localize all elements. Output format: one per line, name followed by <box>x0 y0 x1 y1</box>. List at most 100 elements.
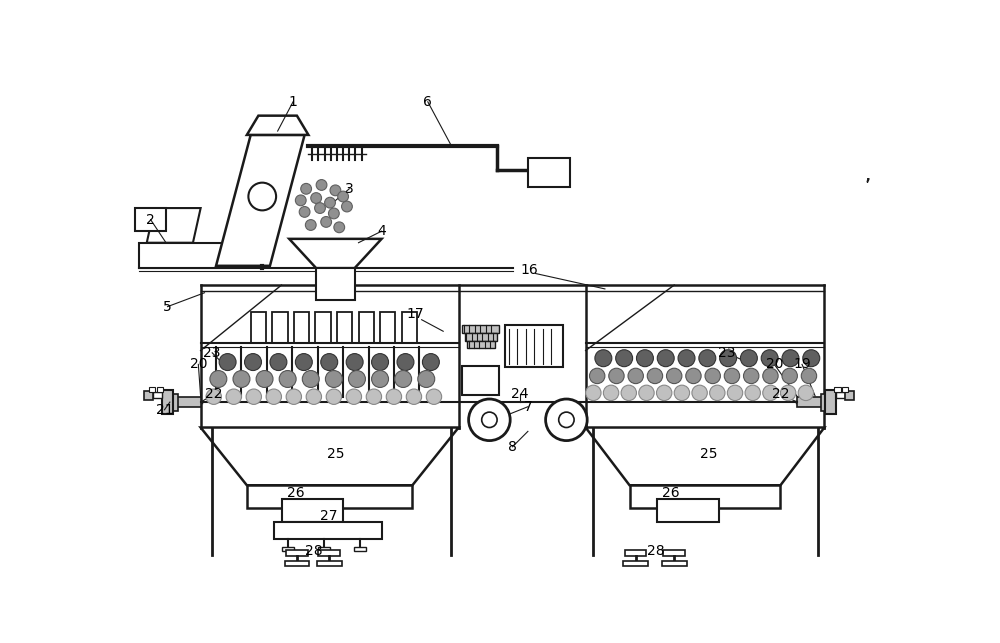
Circle shape <box>482 412 497 428</box>
Circle shape <box>305 220 316 230</box>
Circle shape <box>256 370 273 388</box>
Bar <box>170 394 178 411</box>
Bar <box>318 550 340 556</box>
Circle shape <box>469 399 510 440</box>
Bar <box>797 397 824 408</box>
Circle shape <box>233 370 250 388</box>
Bar <box>318 547 330 552</box>
Bar <box>662 561 687 566</box>
Bar <box>272 312 288 343</box>
Circle shape <box>678 350 695 367</box>
Bar <box>153 392 162 398</box>
Circle shape <box>426 389 442 404</box>
Bar <box>845 390 854 400</box>
Bar <box>315 312 331 343</box>
Circle shape <box>295 354 312 370</box>
Circle shape <box>724 368 740 384</box>
Text: 26: 26 <box>662 486 680 500</box>
Circle shape <box>346 354 363 370</box>
Bar <box>285 561 309 566</box>
Bar <box>317 561 342 566</box>
Circle shape <box>325 370 342 388</box>
Circle shape <box>206 389 221 404</box>
Text: 7: 7 <box>524 400 532 413</box>
Circle shape <box>710 385 725 401</box>
Bar <box>462 366 499 395</box>
Circle shape <box>616 350 633 367</box>
Circle shape <box>586 385 601 401</box>
Circle shape <box>248 183 276 210</box>
Bar <box>274 522 382 539</box>
Text: 16: 16 <box>521 262 538 276</box>
Circle shape <box>559 412 574 428</box>
Circle shape <box>226 389 241 404</box>
Circle shape <box>321 217 332 228</box>
Text: 5: 5 <box>163 300 172 314</box>
Circle shape <box>782 350 799 367</box>
Circle shape <box>692 385 707 401</box>
Text: ’: ’ <box>864 177 870 195</box>
Text: 23: 23 <box>718 346 735 360</box>
Bar <box>162 390 173 415</box>
Text: 22: 22 <box>205 387 222 401</box>
Circle shape <box>306 389 322 404</box>
Circle shape <box>418 370 435 388</box>
Circle shape <box>330 185 341 195</box>
Bar <box>358 312 374 343</box>
Circle shape <box>639 385 654 401</box>
Circle shape <box>316 179 327 190</box>
Text: 3: 3 <box>345 182 354 196</box>
Circle shape <box>801 368 817 384</box>
Circle shape <box>636 350 653 367</box>
Circle shape <box>745 385 760 401</box>
Text: 1: 1 <box>289 95 297 109</box>
Circle shape <box>397 354 414 370</box>
Circle shape <box>279 370 296 388</box>
Circle shape <box>740 350 757 367</box>
Text: 25: 25 <box>700 448 718 462</box>
Circle shape <box>210 370 227 388</box>
Bar <box>286 550 308 556</box>
Circle shape <box>621 385 636 401</box>
Bar <box>402 312 417 343</box>
Bar <box>294 312 309 343</box>
Circle shape <box>744 368 759 384</box>
Circle shape <box>546 399 587 440</box>
Circle shape <box>761 350 778 367</box>
Circle shape <box>395 370 412 388</box>
Text: 19: 19 <box>793 358 811 372</box>
Circle shape <box>699 350 716 367</box>
Circle shape <box>705 368 720 384</box>
Circle shape <box>782 368 797 384</box>
Circle shape <box>372 354 389 370</box>
Bar <box>251 312 266 343</box>
Text: 8: 8 <box>508 440 517 454</box>
Circle shape <box>321 354 338 370</box>
Circle shape <box>372 370 389 388</box>
Circle shape <box>422 354 439 370</box>
Circle shape <box>803 350 820 367</box>
Circle shape <box>590 368 605 384</box>
Circle shape <box>686 368 701 384</box>
Polygon shape <box>247 116 308 135</box>
Text: 27: 27 <box>320 509 338 523</box>
Polygon shape <box>289 239 382 268</box>
Circle shape <box>386 389 402 404</box>
Circle shape <box>609 368 624 384</box>
Circle shape <box>266 389 282 404</box>
Circle shape <box>720 350 737 367</box>
Circle shape <box>326 389 342 404</box>
Circle shape <box>406 389 422 404</box>
Circle shape <box>656 385 672 401</box>
Circle shape <box>763 385 778 401</box>
Circle shape <box>366 389 382 404</box>
Bar <box>625 550 646 556</box>
Bar <box>836 392 845 398</box>
Text: 20: 20 <box>190 358 207 372</box>
Bar <box>623 561 648 566</box>
Bar <box>380 312 395 343</box>
Bar <box>135 208 166 231</box>
Text: 24: 24 <box>511 387 529 401</box>
Circle shape <box>328 208 339 219</box>
Text: 6: 6 <box>423 95 432 109</box>
